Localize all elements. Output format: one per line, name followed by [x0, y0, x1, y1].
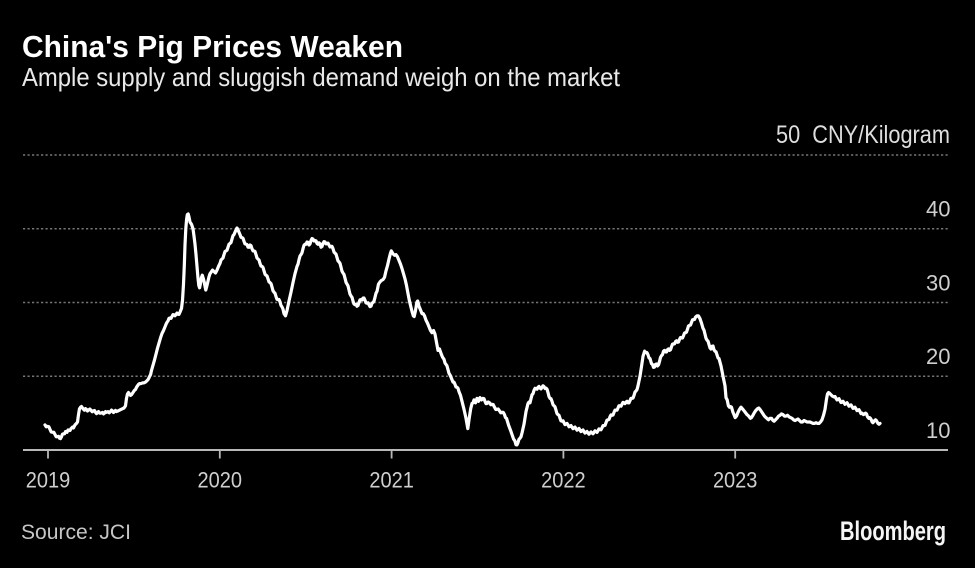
svg-text:China's Pig Prices Weaken: China's Pig Prices Weaken: [22, 29, 403, 64]
svg-text:Source: JCI: Source: JCI: [21, 519, 131, 544]
svg-text:40: 40: [926, 197, 950, 222]
svg-text:2023: 2023: [713, 468, 758, 493]
svg-text:2020: 2020: [198, 468, 243, 493]
svg-text:Bloomberg: Bloomberg: [840, 516, 946, 546]
svg-text:20: 20: [926, 344, 950, 369]
svg-text:2019: 2019: [26, 468, 71, 493]
svg-text:30: 30: [926, 270, 950, 295]
svg-text:Ample supply and sluggish dema: Ample supply and sluggish demand weigh o…: [22, 62, 621, 92]
svg-text:2022: 2022: [541, 468, 586, 493]
svg-text:10: 10: [926, 418, 950, 443]
svg-text:50 CNY/Kilogram: 50 CNY/Kilogram: [776, 121, 950, 149]
svg-text:2021: 2021: [369, 468, 414, 493]
